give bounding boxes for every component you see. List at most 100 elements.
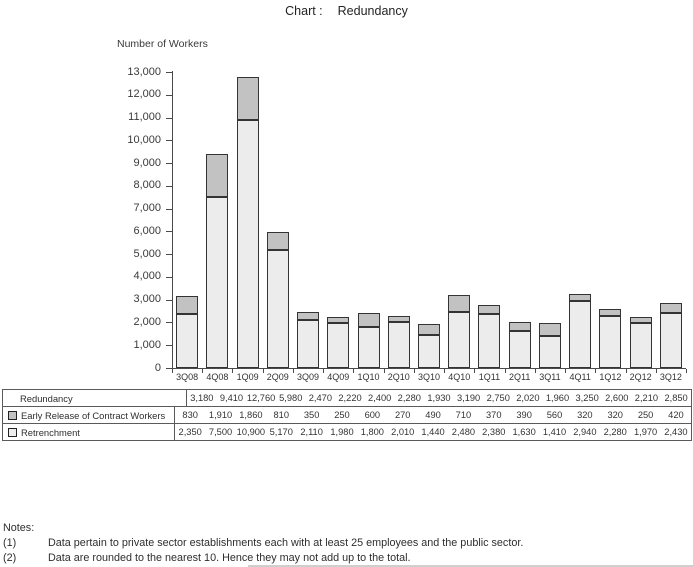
table-value-cell: 2,940 [573,427,597,437]
stacked-bar [206,153,229,368]
bar-segment-early-release [478,305,501,314]
y-axis-tick [166,276,172,278]
y-axis-tick [166,163,172,165]
y-axis-tick-label: 1,000 [133,338,161,351]
bar-segment-retrenchment [478,313,501,368]
x-axis-label: 3Q12 [659,372,682,382]
stacked-bar [448,295,471,368]
bar-segment-early-release [236,77,259,120]
x-axis-tick [292,369,294,373]
y-axis-tick [166,117,172,119]
row-label-text: Early Release of Contract Workers [21,409,166,421]
bar-segment-early-release [599,308,622,317]
table-value-cell: 2,280 [397,393,421,403]
table-value-cell: 1,910 [208,410,233,420]
x-axis-tick [686,369,687,373]
y-axis-tick-label: 7,000 [133,202,161,215]
bar-segment-retrenchment [629,323,652,368]
bar-segment-retrenchment [297,319,320,368]
legend-square-icon [8,427,17,437]
stacked-bar [236,77,259,368]
table-value-cell: 2,430 [664,427,688,437]
note-2-text: Data are rounded to the nearest 10. Henc… [48,552,411,564]
y-axis-tick [166,299,172,301]
bar-segment-retrenchment [236,119,259,368]
stacked-bar [659,303,682,368]
x-axis-tick [655,369,657,373]
x-axis-label: 3Q09 [297,372,320,382]
table-value-cell: 370 [486,410,502,420]
bar-segment-retrenchment [176,314,199,368]
x-axis-label: 2Q11 [509,372,531,382]
x-axis-label: 4Q08 [206,372,229,382]
x-axis-tick [504,369,506,373]
x-axis-tick [383,369,385,373]
note-2-number: (2) [3,552,17,564]
x-axis-label: 2Q12 [629,372,652,382]
table-value-cell: 250 [637,410,654,420]
notes-heading: Notes: [3,522,35,534]
y-axis-tick-label: 5,000 [133,247,161,260]
note-1: (1) Data pertain to private sector establ… [3,537,523,549]
x-axis-tick [474,369,476,373]
table-value-cell: 320 [607,410,623,420]
x-axis-tick [323,369,325,373]
y-axis-tick [166,345,172,347]
bar-segment-early-release [297,311,320,320]
bar-segment-early-release [418,324,440,336]
bar-segment-early-release [176,295,199,315]
y-axis-tick-label: 0 [154,361,161,374]
table-value-cell: 490 [425,410,441,420]
bar-segment-retrenchment [357,327,380,368]
table-value-cell: 2,600 [605,393,629,403]
y-axis-tick [166,254,172,256]
table-value-cell: 2,850 [664,393,688,403]
table-row-redundancy: Redundancy 3,180 9,410 12,760 5,980 2,470 2,22… [3,390,691,406]
y-axis-tick [166,208,172,210]
bar-segment-retrenchment [599,316,622,368]
table-value-cell: 2,750 [486,393,510,403]
y-axis-tick-label: 13,000 [127,65,161,78]
y-axis-tick-label: 11,000 [128,111,161,124]
bar-segment-retrenchment [508,330,531,368]
stacked-bar [266,231,289,368]
table-value-cell: 2,380 [482,427,506,437]
x-axis-label: 1Q12 [599,372,622,382]
table-value-cell: 1,970 [633,427,658,437]
table-value-cell: 12,760 [246,393,276,403]
x-axis-label: 1Q11 [478,372,501,382]
x-axis-tick [565,369,567,373]
data-table: Redundancy 3,180 9,410 12,760 5,980 2,470 2,22… [2,389,692,441]
x-axis-line [172,368,686,369]
chart-title-prefix: Chart : [285,4,323,18]
stacked-bar [478,305,501,368]
x-axis-label: 1Q09 [236,372,259,382]
x-axis-tick [262,369,264,373]
table-value-cell: 2,350 [178,427,202,437]
bar-segment-early-release [327,317,350,323]
stacked-bar [297,311,320,368]
table-value-cell: 1,800 [360,427,384,437]
note-2: (2) Data are rounded to the nearest 10. H… [3,552,411,564]
table-row-retrenchment: Retrenchment 2,350 7,500 10,900 5,170 2,110 1,… [3,423,691,440]
x-axis-label: 2Q09 [266,372,289,382]
bar-segment-retrenchment [206,197,229,368]
y-axis-tick [166,231,172,233]
y-axis-tick-label: 8,000 [133,179,161,192]
bar-segment-early-release [266,231,289,251]
table-value-cell: 810 [273,410,290,420]
table-value-cell: 1,410 [542,427,567,437]
bar-segment-retrenchment [387,322,410,368]
stacked-bar [327,317,350,368]
table-value-cell: 320 [577,410,593,420]
row-label-cell: Early Release of Contract Workers [3,407,175,423]
stacked-bar [538,323,561,368]
bar-segment-early-release [387,316,410,323]
table-value-cell: 600 [364,410,381,420]
table-value-cell: 2,210 [634,393,659,403]
row-label-cell: Redundancy [3,390,187,406]
x-axis-label: 3Q10 [417,372,440,382]
x-axis-tick [444,369,446,373]
table-value-cell: 1,930 [427,393,451,403]
